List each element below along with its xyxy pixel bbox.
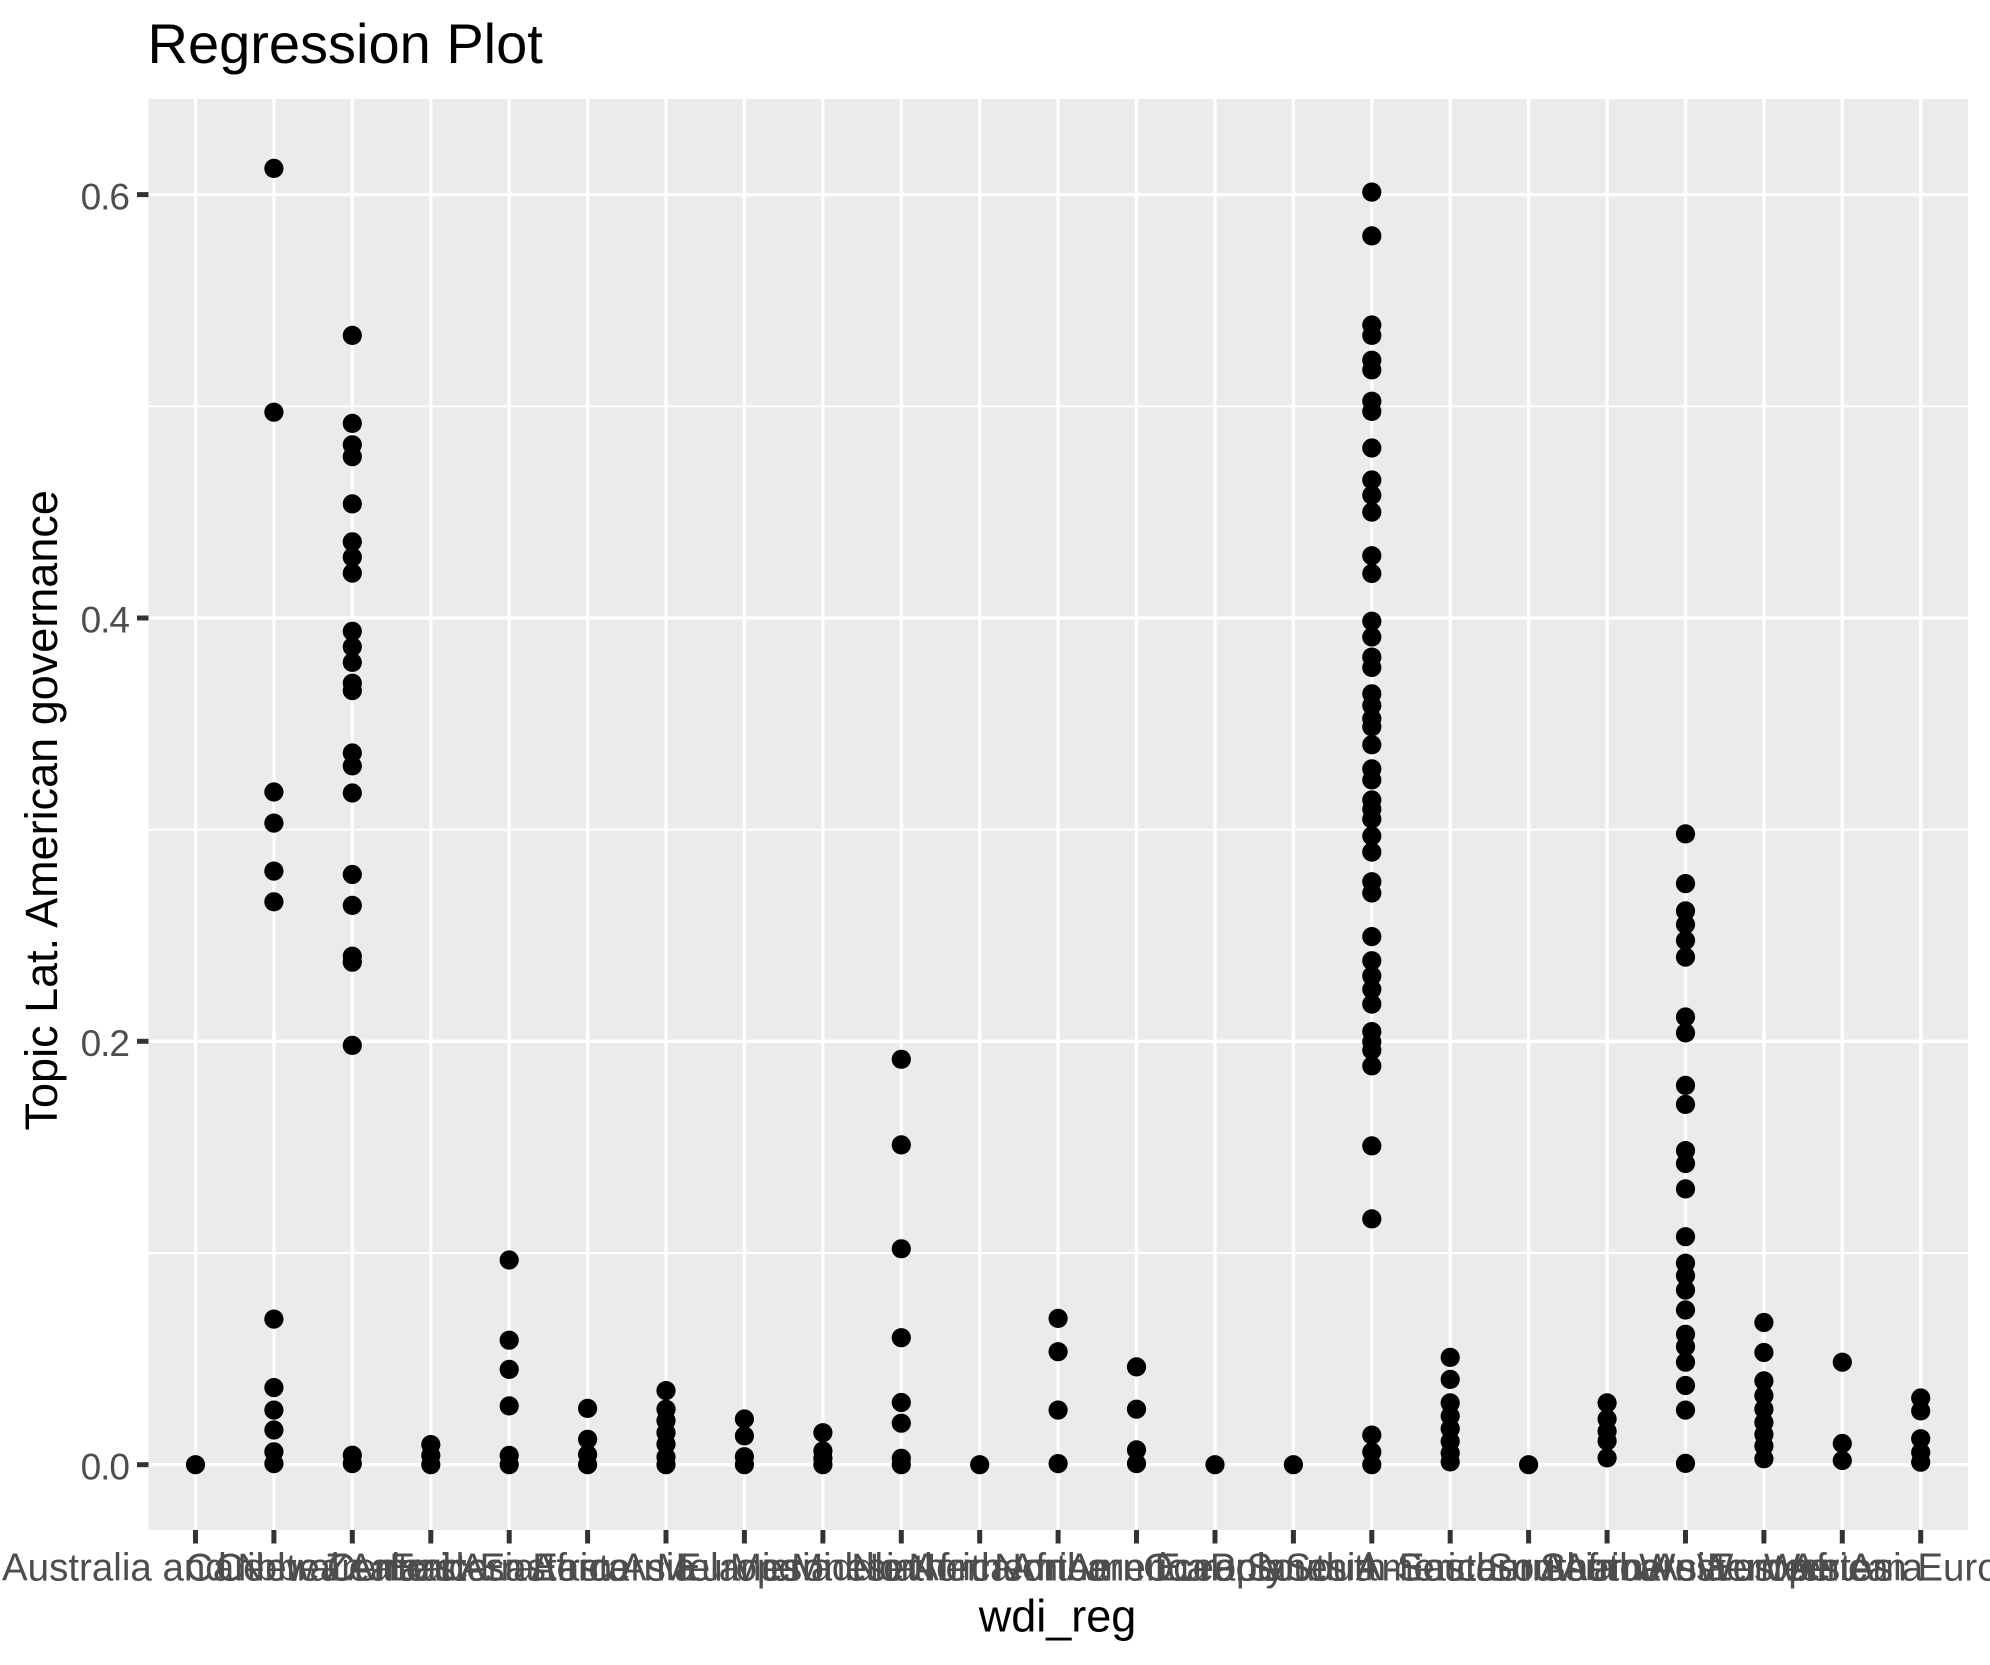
svg-text:Eastern Europe: Eastern Europe — [532, 1547, 800, 1590]
svg-text:Eastern Africa: Eastern Africa — [389, 1547, 629, 1590]
svg-text:Central Asia: Central Asia — [327, 1547, 535, 1590]
svg-text:Caribbean: Caribbean — [185, 1547, 363, 1590]
svg-text:Southern Asia: Southern Asia — [1487, 1547, 1727, 1590]
svg-text:0.0: 0.0 — [81, 1446, 130, 1487]
svg-text:Polynesia: Polynesia — [1210, 1547, 1378, 1590]
svg-text:Southern Europe: Southern Europe — [1540, 1547, 1831, 1590]
svg-text:Northern Europe: Northern Europe — [994, 1547, 1279, 1590]
svg-text:Central America: Central America — [215, 1547, 489, 1590]
svg-text:Topic Lat. American governance: Topic Lat. American governance — [16, 490, 67, 1130]
svg-text:Oceania: Oceania — [1143, 1547, 1287, 1590]
svg-text:0.2: 0.2 — [81, 1023, 129, 1064]
svg-text:South America: South America — [1247, 1547, 1498, 1590]
svg-text:Micronesia: Micronesia — [730, 1547, 917, 1590]
svg-text:Southern Africa: Southern Africa — [1397, 1547, 1661, 1590]
svg-text:Middle Africa: Middle Africa — [791, 1547, 1012, 1590]
svg-text:South-Eastern Asia: South-Eastern Asia — [1285, 1547, 1615, 1590]
svg-text:0.6: 0.6 — [81, 176, 129, 217]
svg-text:Western Asia: Western Asia — [1697, 1547, 1924, 1590]
svg-text:Western Africa: Western Africa — [1639, 1547, 1889, 1590]
svg-text:wdi_reg: wdi_reg — [978, 1591, 1137, 1642]
svg-text:Western Europe: Western Europe — [1764, 1547, 1990, 1590]
svg-text:Northern Africa: Northern Africa — [851, 1547, 1108, 1590]
svg-text:Eastern Asia: Eastern Asia — [480, 1547, 697, 1590]
svg-text:Melanesia: Melanesia — [657, 1547, 833, 1590]
svg-text:0.4: 0.4 — [81, 600, 130, 641]
svg-text:Australia and New Zealand: Australia and New Zealand — [2, 1547, 464, 1590]
svg-text:Regression Plot: Regression Plot — [148, 12, 544, 75]
svg-text:Northern America: Northern America — [908, 1547, 1208, 1590]
